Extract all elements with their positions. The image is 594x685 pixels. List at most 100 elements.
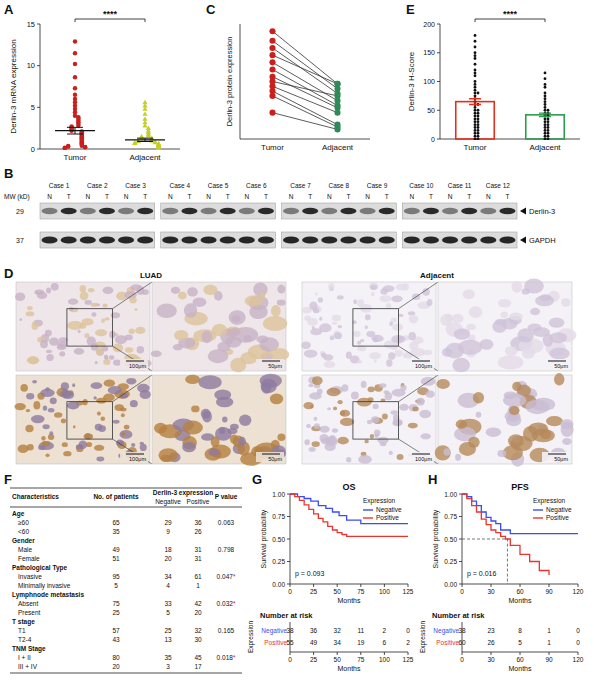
- tissue: [395, 350, 403, 357]
- lane-label: T: [346, 193, 350, 200]
- y-tick-label: 0.50: [444, 536, 457, 543]
- tissue: [314, 423, 320, 429]
- y-tick: [459, 539, 462, 540]
- tissue: [48, 408, 55, 412]
- panel-label: A: [4, 2, 14, 17]
- y-tick-label: 0: [31, 145, 35, 154]
- table-cell: 25: [164, 627, 172, 634]
- tissue: [455, 454, 461, 461]
- table-cell: 95: [112, 573, 120, 580]
- x-tick: [384, 584, 385, 587]
- x-tick-label: Adjacent: [529, 143, 561, 152]
- table-cell: Minimally invasive: [18, 582, 71, 590]
- point: [146, 133, 151, 137]
- point: [474, 138, 477, 140]
- survival-curve: [290, 494, 408, 536]
- point: [269, 66, 275, 72]
- lane-label: N: [244, 193, 249, 200]
- pair-line: [273, 55, 338, 84]
- micrograph: [16, 375, 150, 464]
- x-tick-label: 120: [573, 588, 584, 595]
- tissue: [121, 432, 126, 436]
- table-group: Pathological Type: [12, 564, 68, 572]
- tissue: [26, 409, 31, 412]
- table-rule: [10, 673, 242, 674]
- lane-label: T: [385, 193, 389, 200]
- tissue: [81, 318, 93, 325]
- panel-label: B: [4, 166, 13, 181]
- x-tick-label: 30: [487, 656, 495, 663]
- tissue: [115, 335, 127, 344]
- tissue: [420, 433, 430, 439]
- background: [0, 0, 594, 685]
- point: [69, 128, 73, 132]
- table-pvalue: 0.018*: [217, 654, 236, 661]
- blot-strip: [161, 203, 276, 219]
- tissue: [91, 303, 98, 307]
- band: [442, 236, 458, 243]
- case-label: Case 3: [125, 182, 146, 189]
- point: [474, 92, 477, 95]
- x-tick-label: Tumor: [64, 153, 87, 162]
- x-axis-title: Months: [509, 665, 532, 672]
- band: [118, 208, 134, 214]
- table-cell: Present: [18, 609, 41, 616]
- tissue: [495, 319, 506, 325]
- table-group: Age: [12, 510, 25, 518]
- mw-title: MW (kD): [4, 193, 30, 201]
- scale-bg: [256, 359, 284, 369]
- x-tick: [313, 584, 314, 587]
- y-tick-label: 0.75: [444, 513, 457, 520]
- tissue: [41, 436, 45, 441]
- band: [42, 236, 58, 243]
- scale-bar: [126, 361, 144, 362]
- band: [80, 208, 96, 214]
- y-tick-label: 200: [423, 21, 435, 28]
- tissue: [67, 402, 79, 410]
- x-tick-label: 50: [334, 588, 342, 595]
- band: [321, 236, 337, 243]
- point: [474, 46, 477, 49]
- risk-count: 38: [458, 627, 466, 634]
- point: [269, 59, 275, 65]
- mean-line: [125, 139, 165, 140]
- band: [220, 236, 236, 243]
- tissue: [412, 407, 419, 412]
- table-cell: 5: [114, 582, 118, 589]
- tissue: [174, 330, 188, 340]
- legend-label: Negative: [376, 506, 402, 514]
- tissue: [466, 324, 476, 330]
- y-tick-label: 0.50: [272, 536, 285, 543]
- point: [477, 138, 480, 140]
- tissue: [315, 292, 318, 295]
- tissue: [201, 409, 211, 419]
- zoom-box: [353, 402, 399, 439]
- pair-line: [273, 91, 338, 125]
- lane-label: T: [187, 193, 191, 200]
- plot-marks: [290, 494, 408, 536]
- lane-label: N: [409, 193, 414, 200]
- tissue: [330, 435, 336, 440]
- legend-title: Expression: [533, 497, 566, 505]
- tissue: [40, 340, 48, 348]
- tissue: [113, 420, 120, 424]
- tissue: [94, 445, 104, 451]
- point: [544, 86, 547, 89]
- table-cell: 26: [194, 528, 202, 535]
- tissue: [365, 325, 368, 329]
- point: [544, 120, 547, 123]
- x-axis-title: Months: [338, 665, 361, 672]
- tissue: [400, 385, 406, 391]
- y-tick: [437, 81, 440, 82]
- tissue: [509, 312, 523, 320]
- zoom-line: [112, 346, 152, 371]
- tissue: [50, 397, 57, 404]
- tissue: [310, 328, 322, 335]
- tissue: [332, 322, 338, 325]
- legend-swatch: [533, 517, 543, 518]
- zoom-line: [112, 282, 152, 309]
- band: [379, 208, 395, 214]
- tissue: [137, 384, 149, 393]
- band: [340, 208, 356, 214]
- case-label: Case 10: [409, 182, 434, 189]
